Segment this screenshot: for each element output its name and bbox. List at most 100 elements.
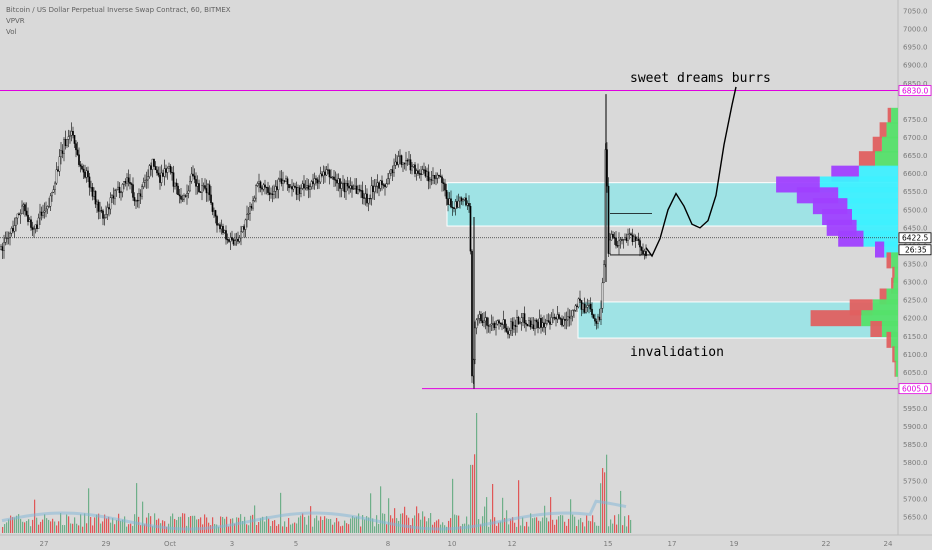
candle-body	[556, 314, 559, 320]
candle-body	[165, 168, 167, 173]
y-tick-label: 5800.0	[903, 459, 928, 467]
candle-body	[321, 173, 323, 176]
volume-bar	[316, 515, 318, 533]
candle-body	[10, 228, 13, 234]
volume-bar	[154, 513, 156, 533]
candle-body	[439, 175, 442, 178]
candle-body	[547, 320, 550, 323]
candle-body	[474, 327, 476, 361]
volume-bar	[326, 518, 328, 533]
volume-bar	[608, 526, 610, 533]
candle-body	[609, 239, 611, 254]
candle-body	[532, 324, 535, 329]
candle-body	[453, 207, 455, 210]
volume-bar	[598, 525, 600, 533]
candle-body	[538, 318, 541, 329]
volume-bar	[152, 526, 154, 533]
volume-bar	[344, 520, 346, 533]
candle-body	[537, 321, 539, 329]
volume-bar	[456, 515, 458, 533]
candle-body	[220, 225, 223, 230]
candle-body	[15, 217, 17, 226]
volume-bar	[378, 523, 380, 533]
volume-bar	[172, 513, 174, 533]
candle-body	[330, 176, 332, 178]
candle-body	[16, 213, 19, 219]
volume-bar	[2, 526, 4, 533]
volume-bar	[106, 518, 108, 533]
candle-body	[334, 179, 337, 181]
volume-bar	[328, 519, 330, 533]
price-tag-last-box	[898, 232, 932, 244]
volume-bar	[98, 513, 100, 533]
candle-body	[36, 224, 38, 229]
vpvr-bar-down	[886, 252, 892, 269]
candle-body	[247, 213, 250, 215]
volume-bar	[64, 525, 66, 533]
candle-body	[471, 250, 473, 377]
candle-body	[232, 239, 235, 245]
candle-body	[370, 185, 373, 199]
volume-bar	[490, 519, 492, 533]
candle-body	[426, 171, 428, 177]
x-tick-label: 8	[386, 540, 390, 548]
volume-bar	[204, 514, 206, 533]
candle-body	[601, 282, 604, 309]
candle-body	[388, 172, 391, 179]
candle-body	[88, 176, 91, 188]
candle-body	[627, 234, 629, 241]
candle-body	[499, 322, 502, 324]
candle-body	[586, 305, 589, 308]
volume-bar	[586, 515, 588, 533]
volume-bar	[42, 519, 44, 533]
volume-bar	[404, 506, 406, 533]
volume-bar	[562, 515, 564, 533]
candle-body	[642, 250, 644, 255]
volume-bar	[358, 513, 360, 533]
candle-body	[616, 245, 619, 247]
volume-bar	[504, 518, 506, 533]
candle-body	[493, 323, 496, 328]
candle-body	[622, 239, 625, 241]
vpvr-bar-down	[892, 266, 895, 283]
volume-bar	[304, 517, 306, 533]
candle-body	[61, 150, 64, 154]
vpvr-bar-down	[892, 346, 895, 363]
volume-bar	[548, 521, 550, 533]
candle-body	[327, 169, 329, 171]
candle-body	[132, 184, 134, 198]
candle-body	[423, 169, 425, 171]
volume-bar	[348, 524, 350, 533]
volume-bar	[454, 514, 456, 533]
volume-bar	[568, 518, 570, 533]
candle-body	[435, 177, 437, 180]
candle-body	[427, 171, 430, 182]
candle-body	[475, 319, 478, 329]
candle-body	[211, 202, 214, 212]
candle-body	[406, 160, 409, 162]
candle-body	[105, 214, 107, 218]
price-tag-lower: 6005.0	[898, 383, 932, 395]
candle-body	[354, 185, 356, 189]
volume-bar	[118, 513, 120, 533]
candle-body	[262, 184, 265, 190]
volume-bar	[554, 524, 556, 533]
candle-body	[87, 170, 89, 178]
candle-body	[228, 239, 230, 242]
volume-bar	[262, 516, 264, 533]
candle-body	[469, 205, 472, 252]
volume-bar	[88, 488, 90, 533]
candle-body	[451, 206, 454, 209]
volume-bar	[308, 515, 310, 533]
volume-bar	[532, 518, 534, 533]
volume-bar	[522, 517, 524, 533]
volume-bar	[346, 523, 348, 533]
volume-bar	[572, 514, 574, 533]
candle-body	[559, 318, 562, 320]
candle-body	[343, 182, 346, 193]
candle-body	[535, 320, 538, 323]
y-tick-label: 6950.0	[903, 44, 928, 52]
candle-body	[279, 178, 281, 180]
